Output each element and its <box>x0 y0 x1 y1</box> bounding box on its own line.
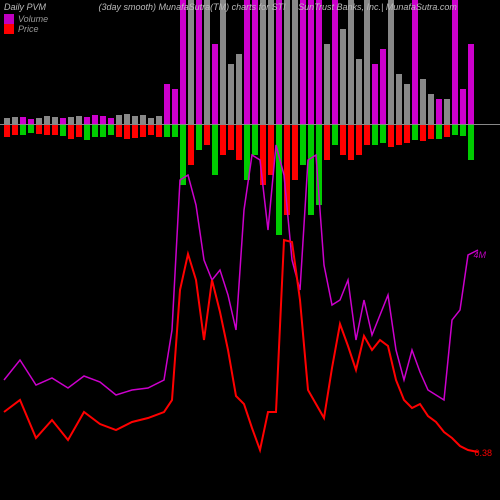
volume-label: Volume <box>18 14 48 24</box>
price-label: Price <box>18 24 39 34</box>
chart-header: Daily PVM (3day smooth) MunafaSutra(TM) … <box>4 2 496 32</box>
title-right: SunTrust Banks, Inc.| MunafaSutra.com <box>298 2 457 12</box>
volume-annotation: 4M <box>473 250 486 260</box>
legend-volume: Volume <box>4 14 496 24</box>
title-left: Daily PVM <box>4 2 46 12</box>
price-swatch <box>4 24 14 34</box>
volume-swatch <box>4 14 14 24</box>
chart-title: Daily PVM (3day smooth) MunafaSutra(TM) … <box>4 2 496 12</box>
legend-price: Price <box>4 24 496 34</box>
price-annotation: 0.38 <box>474 448 492 458</box>
price-line <box>0 0 500 500</box>
chart-area <box>0 0 500 500</box>
title-mid: (3day smooth) MunafaSutra(TM) charts for… <box>99 2 286 12</box>
chart-legend: Volume Price <box>4 14 496 34</box>
chart-container: Daily PVM (3day smooth) MunafaSutra(TM) … <box>0 0 500 500</box>
